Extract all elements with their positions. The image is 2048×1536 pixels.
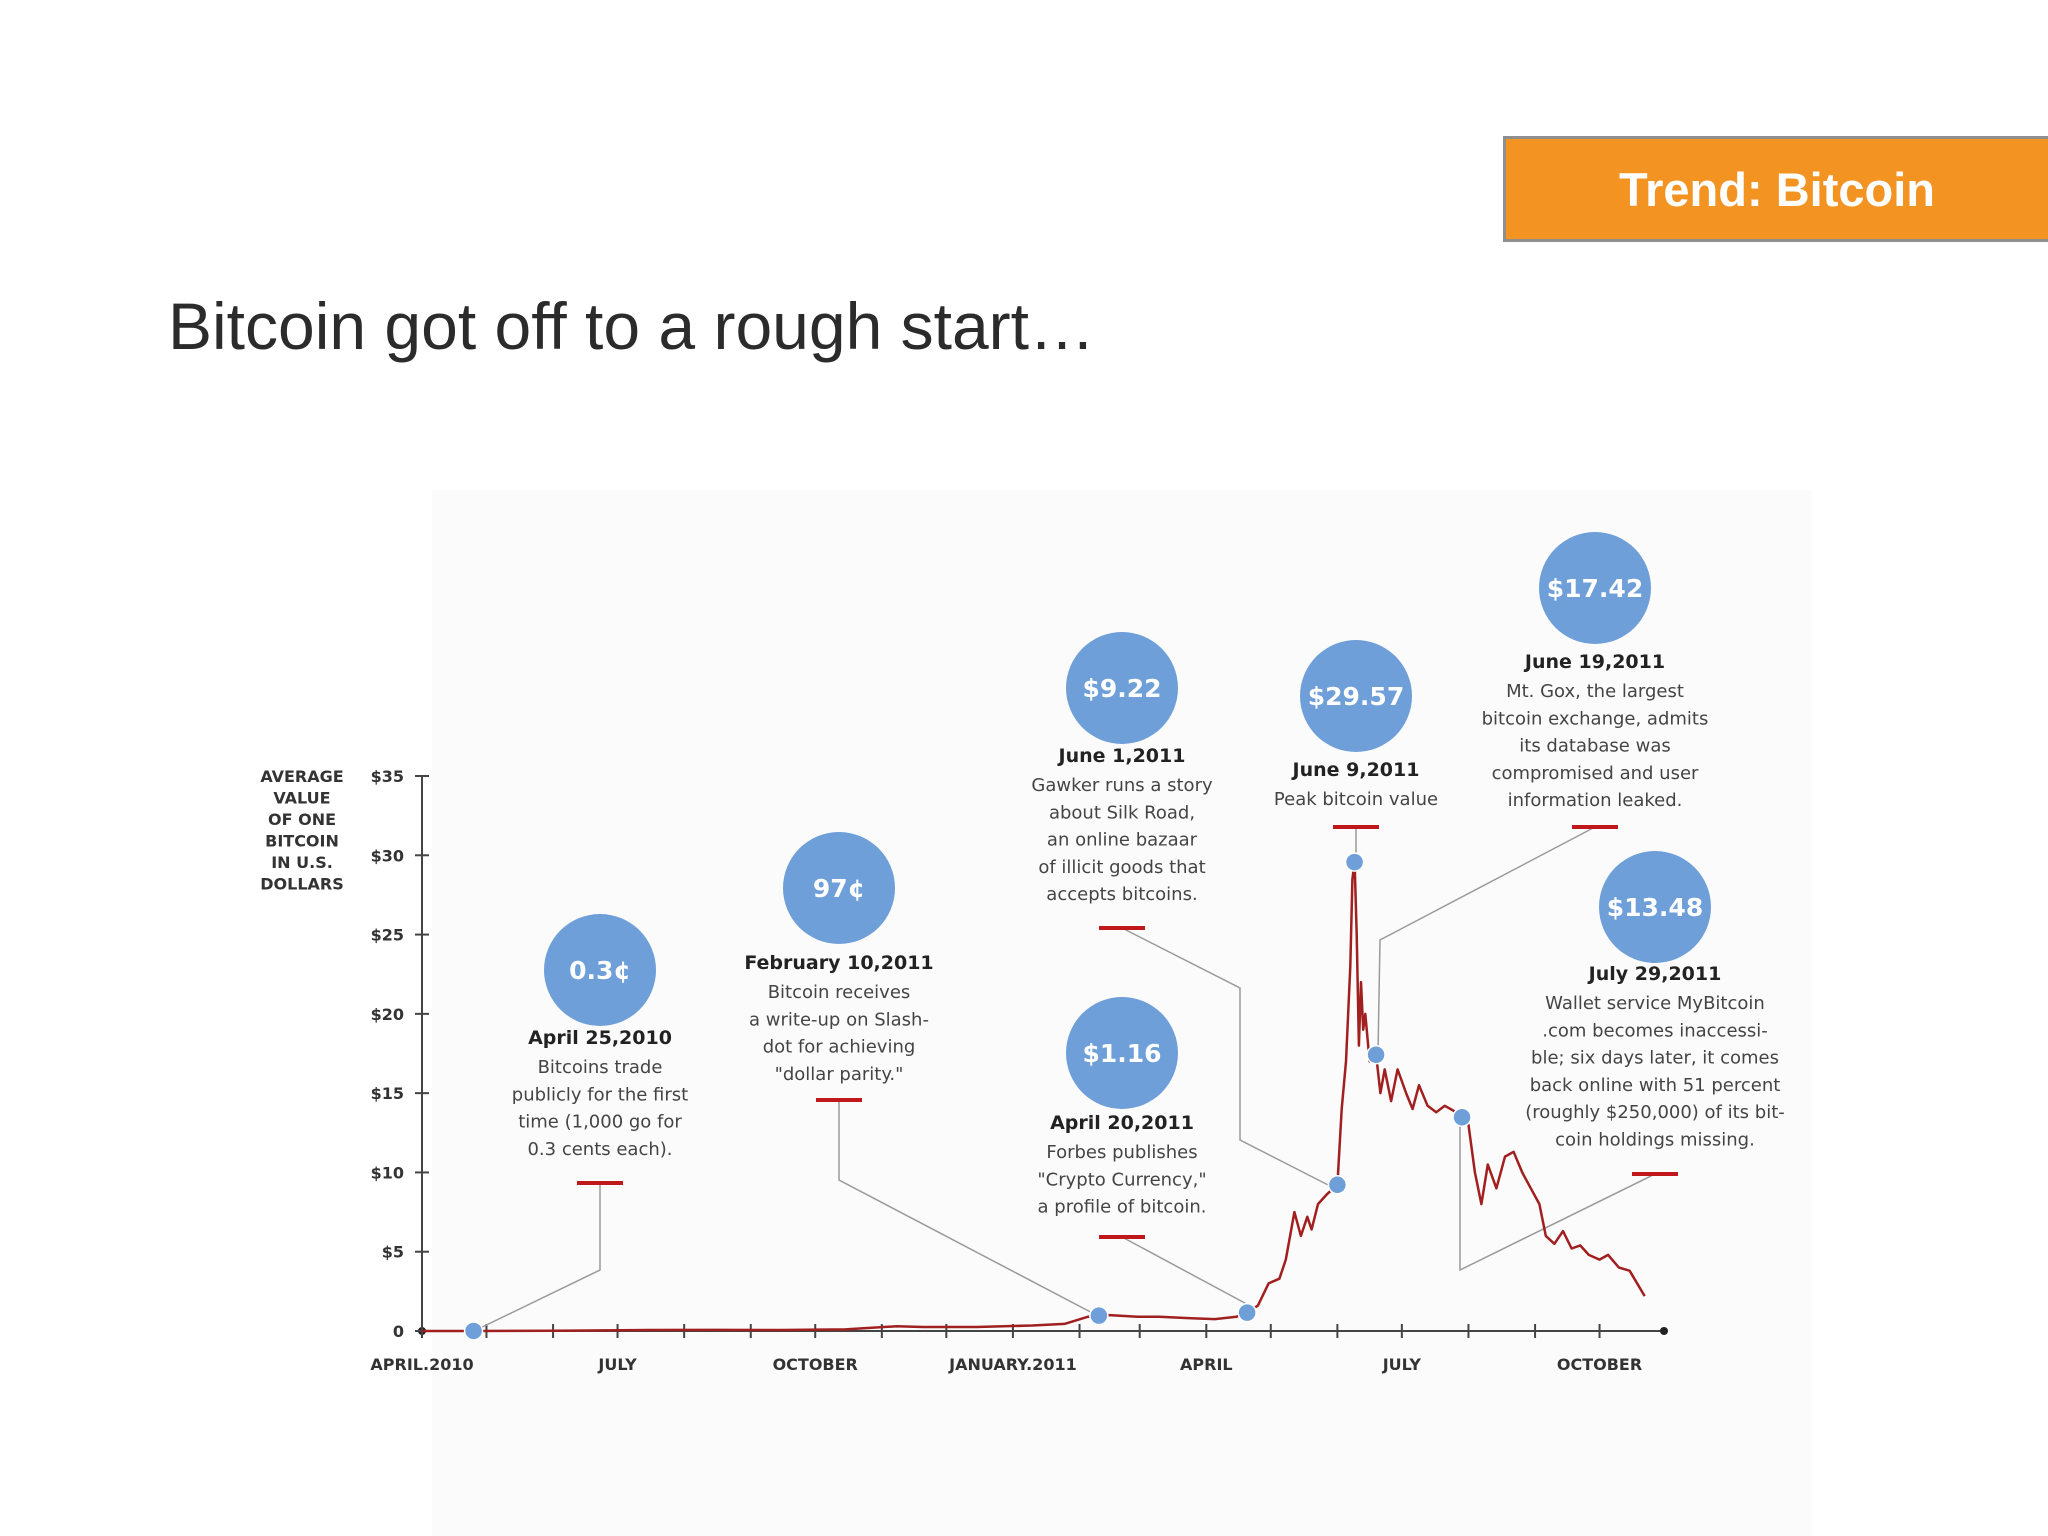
annotation-text-line: accepts bitcoins.	[1046, 884, 1197, 905]
annotation-text-line: 0.3 cents each).	[527, 1139, 672, 1160]
y-tick-label: $10	[371, 1163, 404, 1182]
y-axis-label-line: VALUE	[273, 789, 330, 808]
annotation-bubble	[1300, 640, 1412, 752]
annotation-text-line: about Silk Road,	[1049, 802, 1195, 823]
annotation-bubble	[1066, 997, 1178, 1109]
annotation-point	[463, 1321, 484, 1341]
annotation-text-line: Forbes publishes	[1046, 1142, 1197, 1163]
annotation-text-line: a write-up on Slash-	[749, 1009, 929, 1030]
annotation-text-line: its database was	[1519, 736, 1670, 757]
annotation-text-line: back online with 51 percent	[1530, 1075, 1781, 1096]
annotation-bubble-value: $13.48	[1607, 893, 1703, 922]
annotation-text-line: publicly for the first	[512, 1084, 688, 1105]
annotation-text-line: (roughly $250,000) of its bit-	[1525, 1102, 1785, 1123]
annotation-text-line: time (1,000 go for	[518, 1112, 682, 1133]
annotation-bubble-value: $9.22	[1082, 674, 1161, 703]
annotation-bubble	[1539, 532, 1651, 644]
y-axis-label: AVERAGE VALUE OF ONE BITCOIN IN U.S. DOLLARS	[260, 767, 344, 894]
annotation-leader	[1459, 1112, 1656, 1272]
y-tick-label: 0	[393, 1322, 404, 1341]
axes: $35 $30 $25 $20 $15 $10 $5 0 APRIL.2010 JULY OCTOB…	[370, 767, 1668, 1374]
annotation-text-line: a profile of bitcoin.	[1038, 1197, 1207, 1218]
annotation-text-line: "Crypto Currency,"	[1037, 1169, 1206, 1190]
annotation-point	[1089, 1305, 1109, 1326]
annotation-bubble-value: 97¢	[813, 874, 865, 903]
x-tick-label: APRIL.2010	[370, 1355, 473, 1374]
x-tick-label: JULY	[1382, 1355, 1422, 1374]
annotation-text-line: .com becomes inaccessi-	[1542, 1020, 1768, 1041]
annotation-text-line: an online bazaar	[1047, 830, 1198, 851]
annotation-leader	[1121, 1236, 1257, 1310]
annotation-leader	[1121, 927, 1337, 1190]
y-axis-label-line: OF ONE	[268, 810, 336, 829]
annotation-text-line: Bitcoin receives	[768, 982, 911, 1003]
trend-tag: Trend: Bitcoin	[1503, 136, 2048, 242]
annotation-heading: June 19,2011	[1523, 651, 1665, 673]
x-tick-label: APRIL	[1180, 1355, 1233, 1374]
y-tick-label: $35	[371, 767, 404, 786]
x-tick-label: OCTOBER	[773, 1355, 858, 1374]
trend-tag-label: Trend: Bitcoin	[1619, 162, 1935, 216]
annotation-text-line: Mt. Gox, the largest	[1506, 681, 1684, 702]
annotation-bubble	[1599, 851, 1711, 963]
y-tick-label: $30	[371, 846, 404, 865]
y-axis-label-line: AVERAGE	[260, 767, 343, 786]
annotation-point	[1366, 1045, 1386, 1065]
y-tick-label: $20	[371, 1005, 404, 1024]
annotation-heading: July 29,2011	[1587, 963, 1722, 985]
annotation-bubble	[783, 832, 895, 944]
y-axis-label-line: IN U.S.	[271, 853, 333, 872]
annotation-leader	[838, 1100, 1101, 1318]
annotation-text-line: coin holdings missing.	[1555, 1130, 1755, 1151]
y-tick-label: $15	[371, 1084, 404, 1103]
annotation-point	[1452, 1107, 1472, 1127]
annotation-leader	[473, 1183, 601, 1332]
slide-title: Bitcoin got off to a rough start…	[168, 289, 1095, 363]
annotation-bubble-value: $1.16	[1082, 1039, 1161, 1068]
annotation-text-line: compromised and user	[1492, 763, 1699, 784]
annotation-bubble-value: 0.3¢	[569, 956, 631, 985]
annotation-text-line: Gawker runs a story	[1031, 775, 1213, 796]
annotation-text-line: information leaked.	[1508, 790, 1683, 811]
annotations: 0.3¢ April 25,2010 Bitcoins trade publicly …	[512, 532, 1785, 1239]
annotation-heading: April 20,2011	[1050, 1112, 1194, 1134]
annotation-text-line: dot for achieving	[763, 1037, 916, 1058]
x-tick-label: JANUARY.2011	[948, 1355, 1077, 1374]
annotation-text-line: ble; six days later, it comes	[1531, 1048, 1779, 1069]
y-axis-label-line: BITCOIN	[265, 832, 339, 851]
x-tick-label: JULY	[597, 1355, 637, 1374]
annotation-leaders	[473, 826, 1656, 1332]
annotation-bubble-value: $17.42	[1547, 574, 1643, 603]
y-axis-label-line: DOLLARS	[260, 875, 344, 894]
annotation-bubble-value: $29.57	[1308, 682, 1404, 711]
annotation-text-line: of illicit goods that	[1038, 857, 1205, 878]
y-tick-label: $5	[382, 1243, 404, 1262]
annotation-text-line: Wallet service MyBitcoin	[1545, 993, 1765, 1014]
annotation-leader	[1377, 826, 1596, 1054]
annotation-heading: February 10,2011	[744, 952, 933, 974]
annotation-bubble	[544, 914, 656, 1026]
annotation-heading: June 9,2011	[1291, 759, 1420, 781]
annotation-heading: April 25,2010	[528, 1027, 672, 1049]
annotation-text-line: "dollar parity."	[775, 1064, 904, 1085]
y-tick-label: $25	[371, 926, 404, 945]
annotation-point	[1237, 1302, 1257, 1323]
annotation-text-line: Peak bitcoin value	[1274, 789, 1438, 810]
annotation-bubble	[1066, 632, 1178, 744]
annotation-point	[1344, 852, 1365, 872]
annotation-points	[463, 852, 1472, 1341]
axis-end-dot	[1660, 1327, 1668, 1335]
annotation-text-line: bitcoin exchange, admits	[1482, 708, 1709, 729]
annotation-point	[1327, 1175, 1348, 1195]
annotation-heading: June 1,2011	[1057, 745, 1186, 767]
annotation-text-line: Bitcoins trade	[538, 1057, 663, 1078]
x-tick-label: OCTOBER	[1557, 1355, 1642, 1374]
